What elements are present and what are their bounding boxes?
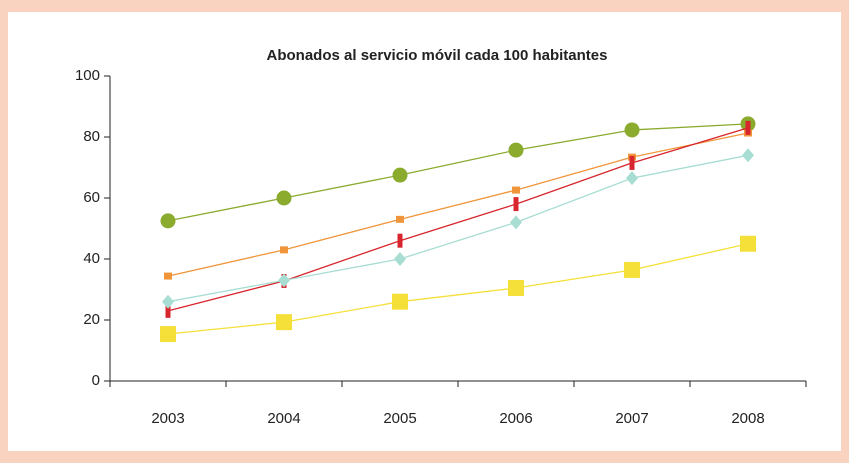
marker bbox=[276, 314, 292, 331]
marker bbox=[512, 186, 520, 194]
x-tick-label: 2003 bbox=[151, 410, 184, 427]
series-line bbox=[167, 132, 749, 277]
x-tick-label: 2004 bbox=[267, 410, 300, 427]
marker bbox=[280, 246, 288, 254]
marker bbox=[745, 120, 751, 135]
y-tick-label: 20 bbox=[83, 311, 100, 328]
series-line bbox=[167, 127, 749, 312]
marker bbox=[624, 261, 640, 278]
marker bbox=[629, 155, 635, 170]
series-line bbox=[167, 154, 749, 303]
marker bbox=[396, 215, 404, 223]
y-tick-label: 100 bbox=[75, 67, 100, 84]
y-tick-label: 80 bbox=[83, 128, 100, 145]
series-line bbox=[167, 123, 749, 222]
marker bbox=[508, 142, 524, 158]
x-tick-label: 2006 bbox=[499, 410, 532, 427]
marker bbox=[742, 148, 754, 163]
y-tick-label: 60 bbox=[83, 189, 100, 206]
marker bbox=[392, 167, 408, 183]
y-tick-label: 40 bbox=[83, 250, 100, 267]
marker bbox=[508, 279, 524, 296]
marker bbox=[164, 272, 172, 280]
marker bbox=[165, 303, 171, 318]
marker bbox=[276, 190, 292, 206]
marker bbox=[513, 197, 519, 212]
y-tick-label: 0 bbox=[92, 372, 100, 389]
x-tick-label: 2007 bbox=[615, 410, 648, 427]
chart-title: Abonados al servicio móvil cada 100 habi… bbox=[267, 47, 608, 64]
marker bbox=[624, 122, 640, 138]
marker bbox=[740, 235, 756, 252]
marker bbox=[392, 293, 408, 310]
x-tick-label: 2005 bbox=[383, 410, 416, 427]
series-line bbox=[167, 243, 749, 335]
marker bbox=[394, 252, 406, 266]
marker bbox=[162, 294, 174, 309]
panel bbox=[8, 12, 841, 451]
marker bbox=[510, 215, 522, 230]
marker bbox=[397, 233, 403, 248]
marker bbox=[626, 171, 638, 186]
marker bbox=[278, 273, 290, 288]
x-tick-label: 2008 bbox=[731, 410, 764, 427]
marker bbox=[160, 326, 176, 343]
marker bbox=[160, 213, 176, 229]
